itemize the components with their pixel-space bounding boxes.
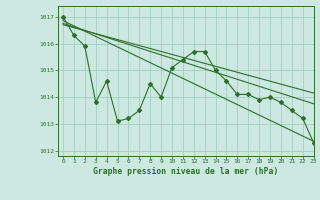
X-axis label: Graphe pression niveau de la mer (hPa): Graphe pression niveau de la mer (hPa) [93, 167, 278, 176]
